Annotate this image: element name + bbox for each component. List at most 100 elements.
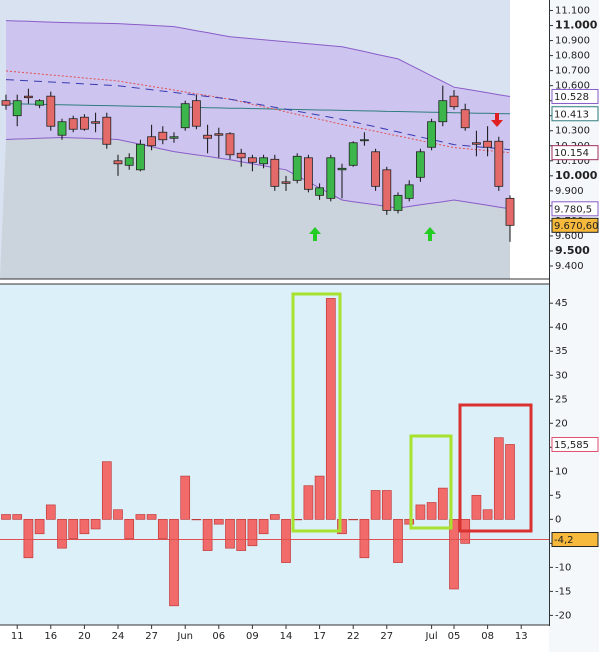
bar [393,518,403,563]
candle-body [427,121,437,148]
bar [359,518,370,559]
candle-body [303,157,313,190]
bar [493,437,504,520]
y-tick-label: 9.500 [555,244,590,257]
candle-body [438,100,448,123]
bar [202,518,213,551]
y-tick-label: 5 [555,490,561,501]
y-tick-label: 10.700 [555,66,590,77]
x-tick-label: 27 [380,631,393,642]
bar [437,487,448,520]
bar [482,509,493,520]
bar [314,475,325,520]
candle-body [124,157,134,166]
bar [303,485,314,520]
bar [258,518,269,535]
x-tick-label: 09 [246,631,259,642]
candle-body [326,157,336,199]
candle-body [415,151,425,178]
x-tick-label: 16 [44,631,57,642]
x-tick-label: 06 [212,631,225,642]
bar [225,518,235,549]
y-tick-label: 9.600 [555,231,584,242]
candle-body [404,184,414,199]
bar [169,518,179,607]
y-tick-label: 11.100 [555,6,590,17]
value-tag [551,532,599,548]
bar [45,504,56,520]
bar [269,514,280,520]
x-tick-label: Jul [425,631,438,642]
label-layer: 9.4009.5009.6009.7009.8009.90010.00010.1… [11,6,599,642]
candle-body [393,194,403,211]
bar [157,518,168,539]
x-tick-label: 27 [145,631,158,642]
decorations [0,0,550,626]
y-tick-label: 10.600 [555,81,590,92]
candle-body [80,116,89,130]
candle-body [247,157,257,163]
bar [247,518,258,547]
candle-body [494,140,504,187]
lower-panel-bg [0,284,549,625]
moving-average [5,79,511,151]
bar [505,444,515,520]
y-tick-label: 30 [555,370,568,381]
candle-body [483,140,493,148]
value-tag [551,145,599,161]
band-fill [6,20,510,209]
bar [370,490,381,520]
sell-arrow [491,113,503,127]
candle-body [158,131,168,141]
candle-body [270,158,280,187]
bar [90,518,101,530]
value-tag [551,436,599,452]
bar [449,518,459,590]
bar [68,518,79,539]
bar [180,475,191,520]
value-tag [551,106,599,122]
candle-body [135,143,145,171]
candle-body [1,100,11,106]
candle-body [180,103,190,129]
candle-body [23,95,33,99]
data-layer [0,0,549,607]
bar [381,490,392,520]
candle-body [337,167,347,171]
bar [471,494,482,520]
candle-body [382,169,392,211]
bar [146,514,157,520]
value-tag-label: 10.413 [554,109,589,120]
y-tick-label: 10.000 [555,169,598,182]
y-tick-label: 25 [555,394,568,405]
x-tick-label: 14 [280,631,293,642]
bar [337,518,347,535]
bar [348,518,359,521]
highlight-box [458,403,533,533]
candle-body [259,157,269,165]
y-tick-label: 11.000 [555,19,598,32]
candle-body [225,133,235,156]
bar [213,518,224,525]
candle-body [169,136,179,139]
candle-body [12,100,22,117]
candle-body [505,197,515,226]
candle-body [147,136,157,147]
x-tick-label: 13 [515,631,528,642]
bar [113,509,123,520]
y-tick-label: 35 [555,346,568,357]
y-tick-label: 45 [555,298,568,309]
bar [124,518,135,539]
value-tag [551,88,599,104]
y-tick-label: 10.800 [555,51,590,62]
bar [426,502,437,520]
candle-body [460,109,470,129]
candle-body [214,133,224,136]
bar [12,514,23,520]
value-tag-label: -4,2 [554,535,574,546]
y-tick-label: -20 [555,610,571,621]
y-tick-label: 0 [555,514,561,525]
y-tick-label: -10 [555,562,571,573]
band-line [5,136,511,210]
bar [236,518,247,551]
